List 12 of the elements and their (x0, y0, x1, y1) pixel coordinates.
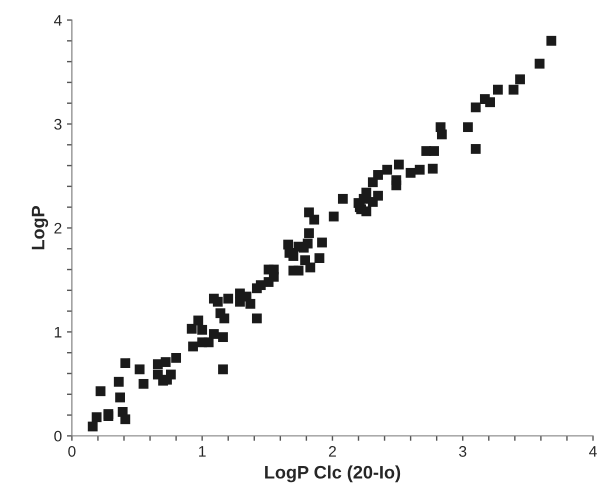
x-axis-title: LogP Clc (20-Io) (265, 465, 400, 482)
y-tick-label: 2 (54, 222, 62, 234)
y-axis-title: LogP (32, 206, 48, 250)
y-tick-label: 3 (54, 118, 62, 130)
y-tick-label: 0 (54, 430, 62, 442)
x-tick-label: 0 (68, 446, 76, 457)
x-tick-label: 1 (199, 446, 206, 457)
x-tick-label: 4 (589, 446, 597, 457)
x-tick-label: 3 (459, 446, 466, 457)
x-tick-label: 2 (328, 446, 336, 457)
y-tick-label: 1 (54, 326, 62, 338)
y-tick-label: 4 (54, 15, 62, 26)
